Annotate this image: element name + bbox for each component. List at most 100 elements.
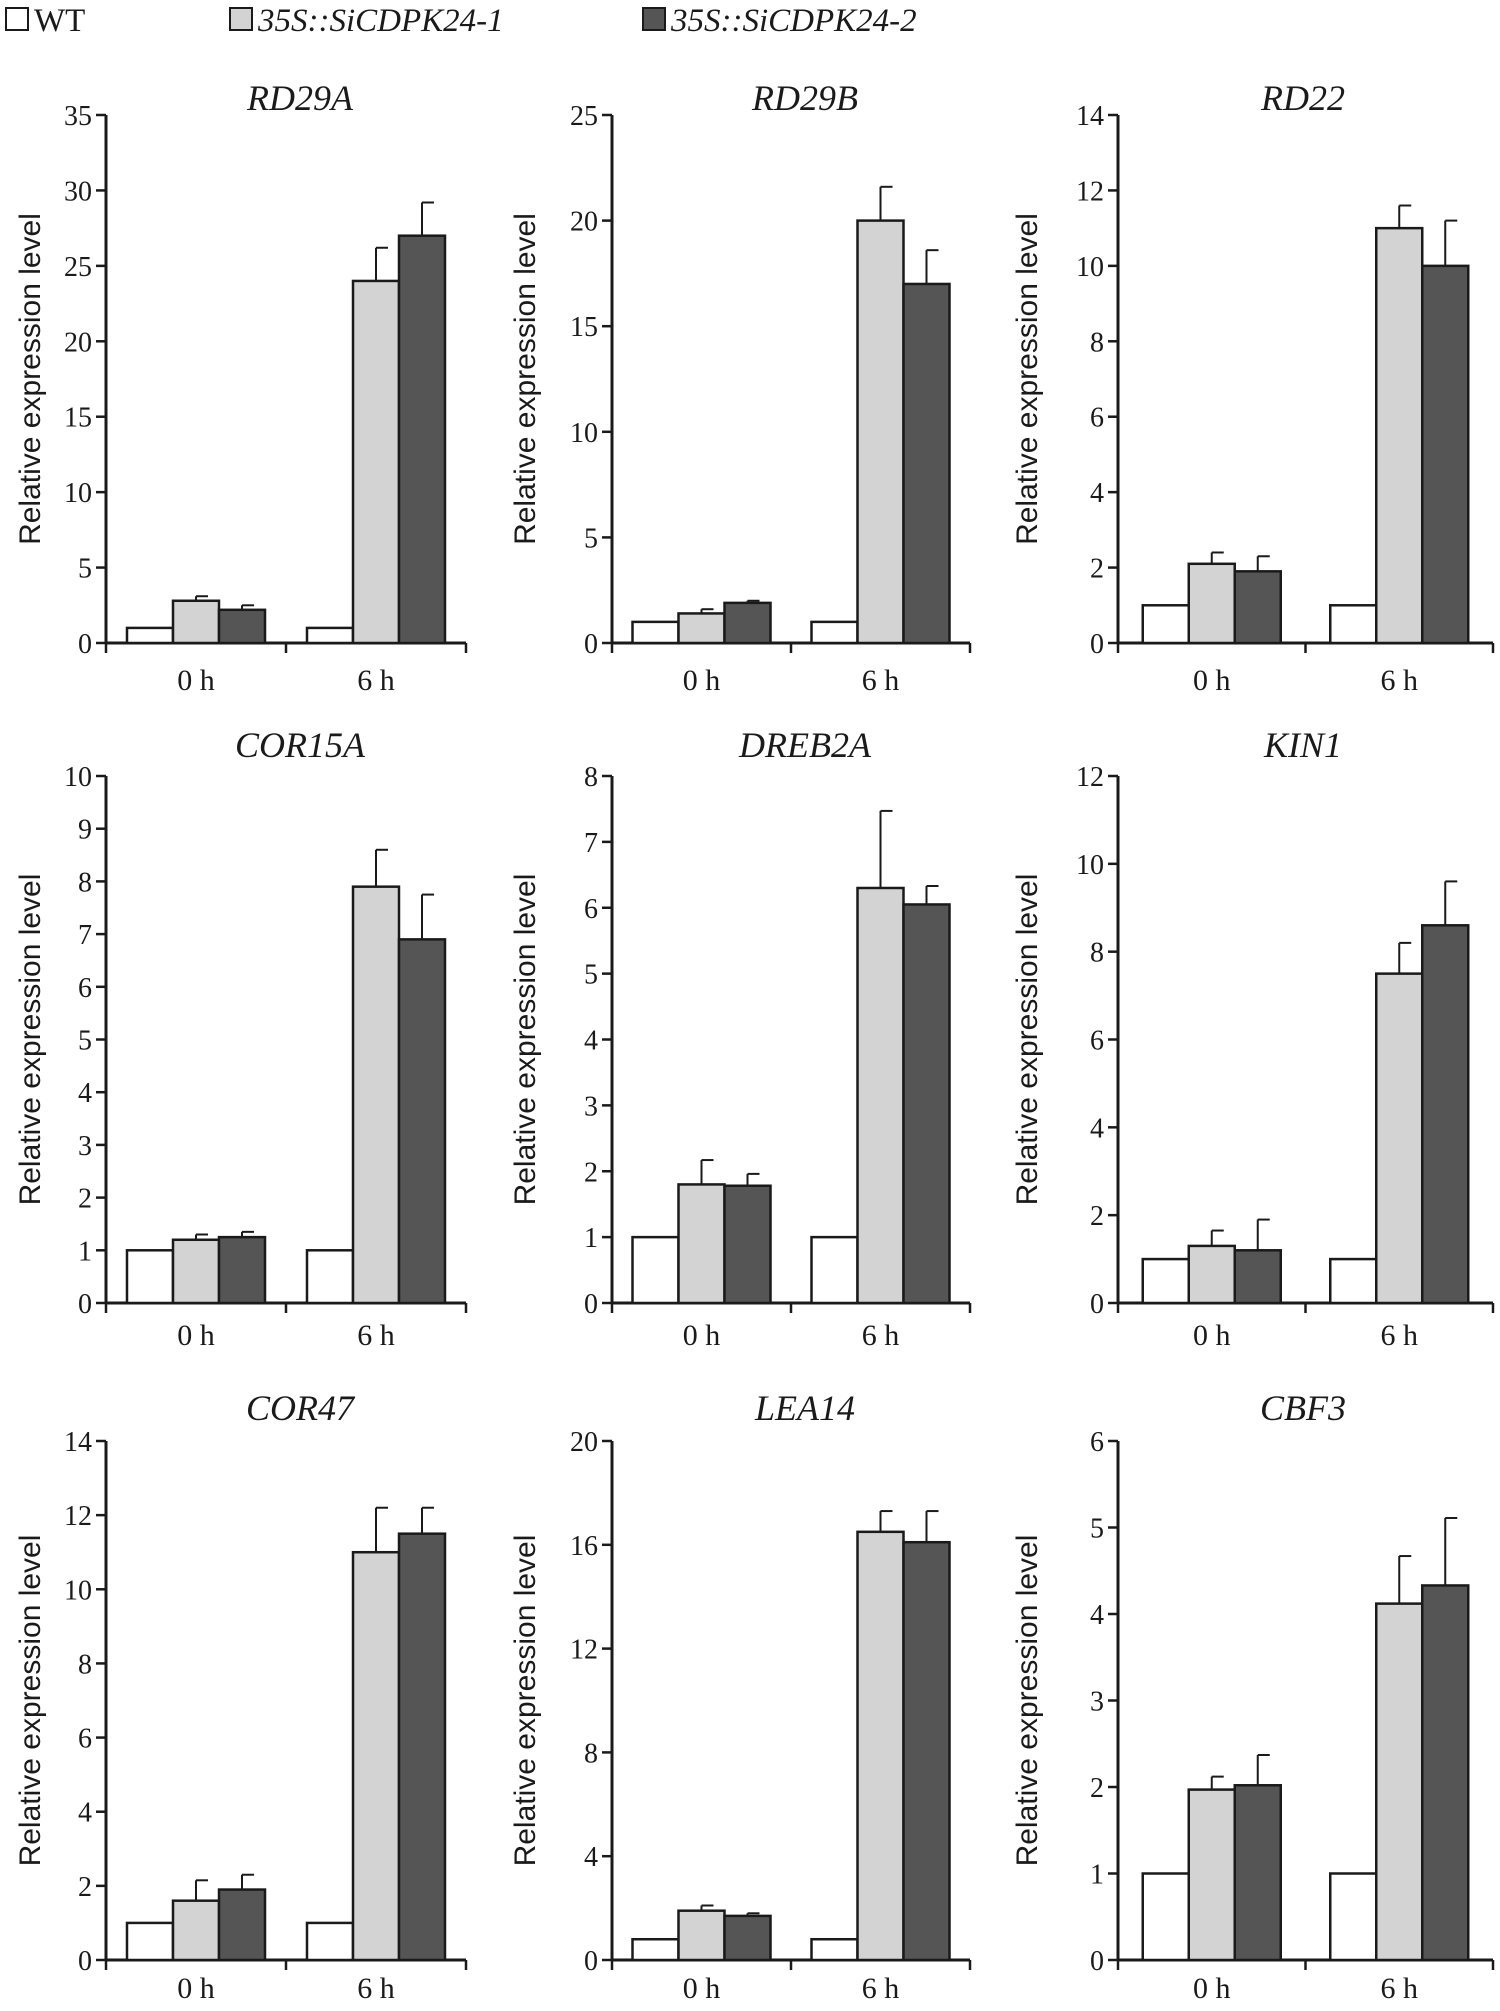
y-tick-label: 0 bbox=[1090, 629, 1104, 660]
bar-35s-sicdpk24-1 bbox=[171, 1899, 221, 1962]
bar-35s-sicdpk24-1 bbox=[677, 612, 726, 645]
chart-panel-lea14: LEA14 Relative expression level 0 4 8 12 16 20 0… bbox=[509, 1388, 972, 2005]
y-tick-label: 0 bbox=[1090, 1946, 1104, 1977]
y-axis-label: Relative expression level bbox=[509, 1535, 542, 1867]
bar-wt bbox=[810, 1937, 859, 1962]
y-tick-label: 3 bbox=[1090, 1687, 1104, 1718]
y-tick-label: 2 bbox=[1090, 1201, 1104, 1232]
y-tick-label: 20 bbox=[570, 1427, 598, 1458]
y-axis-label: Relative expression level bbox=[14, 874, 47, 1206]
bar-35s-sicdpk24-2 bbox=[1233, 1784, 1282, 1962]
y-tick-label: 2 bbox=[78, 1184, 92, 1215]
y-tick-label: 2 bbox=[584, 1157, 598, 1188]
y-tick-label: 10 bbox=[64, 478, 92, 509]
y-tick-label: 10 bbox=[1076, 252, 1104, 283]
x-category-label: 0 h bbox=[177, 1319, 215, 1352]
x-category-label: 0 h bbox=[177, 664, 215, 697]
x-category-label: 6 h bbox=[1381, 1319, 1419, 1352]
y-tick-label: 6 bbox=[1090, 1427, 1104, 1458]
x-category-label: 0 h bbox=[1193, 1319, 1231, 1352]
y-tick-label: 0 bbox=[584, 1946, 598, 1977]
chart-panel-cor47: COR47 Relative expression level 0 2 4 6 8 10 12 1… bbox=[14, 1388, 468, 2005]
bar-35s-sicdpk24-2 bbox=[397, 234, 447, 645]
y-tick-label: 8 bbox=[78, 1649, 92, 1680]
legend-label: 35S::SiCDPK24-2 bbox=[670, 3, 917, 39]
y-tick-label: 15 bbox=[64, 403, 92, 434]
bar-wt bbox=[1329, 1257, 1378, 1305]
bar-35s-sicdpk24-2 bbox=[397, 938, 447, 1305]
bar-35s-sicdpk24-2 bbox=[217, 1235, 267, 1305]
y-tick-label: 20 bbox=[64, 327, 92, 358]
x-category-label: 6 h bbox=[357, 1972, 395, 2005]
bar-35s-sicdpk24-2 bbox=[217, 1888, 267, 1962]
y-tick-label: 3 bbox=[584, 1091, 598, 1122]
bar-35s-sicdpk24-1 bbox=[856, 886, 905, 1305]
bar-wt bbox=[631, 620, 680, 645]
y-tick-label: 8 bbox=[78, 867, 92, 898]
x-category-label: 0 h bbox=[1193, 1972, 1231, 2005]
y-axis-label: Relative expression level bbox=[1011, 213, 1044, 545]
y-tick-label: 6 bbox=[78, 1724, 92, 1755]
legend-swatch bbox=[229, 7, 253, 31]
y-tick-label: 4 bbox=[1090, 1600, 1104, 1631]
x-category-label: 0 h bbox=[1193, 664, 1231, 697]
y-tick-label: 2 bbox=[1090, 1773, 1104, 1804]
bar-35s-sicdpk24-1 bbox=[171, 1238, 221, 1305]
legend-label: WT bbox=[34, 3, 85, 39]
y-tick-label: 0 bbox=[584, 629, 598, 660]
bar-35s-sicdpk24-1 bbox=[677, 1183, 726, 1305]
bar-35s-sicdpk24-2 bbox=[902, 903, 951, 1305]
chart-panel-kin1: KIN1 Relative expression level 0 2 4 6 8 10 12 0 … bbox=[1011, 725, 1495, 1352]
bar-35s-sicdpk24-1 bbox=[1187, 562, 1236, 645]
chart-title: RD22 bbox=[1260, 78, 1345, 118]
y-tick-label: 14 bbox=[1076, 101, 1104, 132]
y-axis-label: Relative expression level bbox=[14, 1535, 47, 1867]
bar-wt bbox=[631, 1937, 680, 1962]
bar-35s-sicdpk24-1 bbox=[171, 599, 221, 645]
x-category-label: 6 h bbox=[862, 1972, 900, 2005]
y-tick-label: 35 bbox=[64, 101, 92, 132]
bar-wt bbox=[125, 1249, 175, 1305]
x-category-label: 6 h bbox=[862, 664, 900, 697]
y-tick-label: 25 bbox=[64, 252, 92, 283]
x-category-label: 0 h bbox=[683, 1972, 721, 2005]
x-category-label: 0 h bbox=[683, 1319, 721, 1352]
bar-wt bbox=[810, 1235, 859, 1305]
bar-wt bbox=[810, 620, 859, 645]
y-tick-label: 16 bbox=[570, 1531, 598, 1562]
bar-35s-sicdpk24-1 bbox=[1375, 972, 1424, 1305]
y-tick-label: 6 bbox=[1090, 403, 1104, 434]
x-category-label: 6 h bbox=[357, 1319, 395, 1352]
y-tick-label: 15 bbox=[570, 312, 598, 343]
bar-35s-sicdpk24-1 bbox=[351, 885, 401, 1305]
y-tick-label: 4 bbox=[78, 1078, 92, 1109]
y-tick-label: 4 bbox=[584, 1842, 598, 1873]
y-tick-label: 14 bbox=[64, 1427, 92, 1458]
legend-swatch bbox=[642, 7, 666, 31]
x-category-label: 6 h bbox=[862, 1319, 900, 1352]
bar-35s-sicdpk24-1 bbox=[1375, 226, 1424, 645]
y-tick-label: 7 bbox=[78, 920, 92, 951]
x-category-label: 6 h bbox=[1381, 664, 1419, 697]
y-tick-label: 4 bbox=[78, 1798, 92, 1829]
bar-wt bbox=[305, 626, 355, 645]
chart-panel-dreb2a: DREB2A Relative expression level 0 1 2 3 4 5 6 7 8… bbox=[509, 725, 972, 1352]
bar-35s-sicdpk24-1 bbox=[1375, 1602, 1424, 1962]
y-tick-label: 8 bbox=[1090, 327, 1104, 358]
chart-title: KIN1 bbox=[1263, 725, 1342, 765]
bar-35s-sicdpk24-1 bbox=[351, 1550, 401, 1962]
bar-35s-sicdpk24-2 bbox=[1421, 264, 1470, 645]
y-tick-label: 7 bbox=[584, 828, 598, 859]
bar-35s-sicdpk24-1 bbox=[1187, 1244, 1236, 1305]
y-tick-label: 2 bbox=[1090, 554, 1104, 585]
bar-wt bbox=[1329, 1872, 1378, 1962]
bar-wt bbox=[305, 1249, 355, 1305]
y-tick-label: 8 bbox=[1090, 938, 1104, 969]
bar-wt bbox=[305, 1921, 355, 1962]
bar-35s-sicdpk24-2 bbox=[217, 608, 267, 645]
chart-title: RD29A bbox=[246, 78, 354, 118]
bar-35s-sicdpk24-2 bbox=[723, 1184, 772, 1305]
y-tick-label: 12 bbox=[64, 1501, 92, 1532]
bar-35s-sicdpk24-1 bbox=[677, 1909, 726, 1962]
